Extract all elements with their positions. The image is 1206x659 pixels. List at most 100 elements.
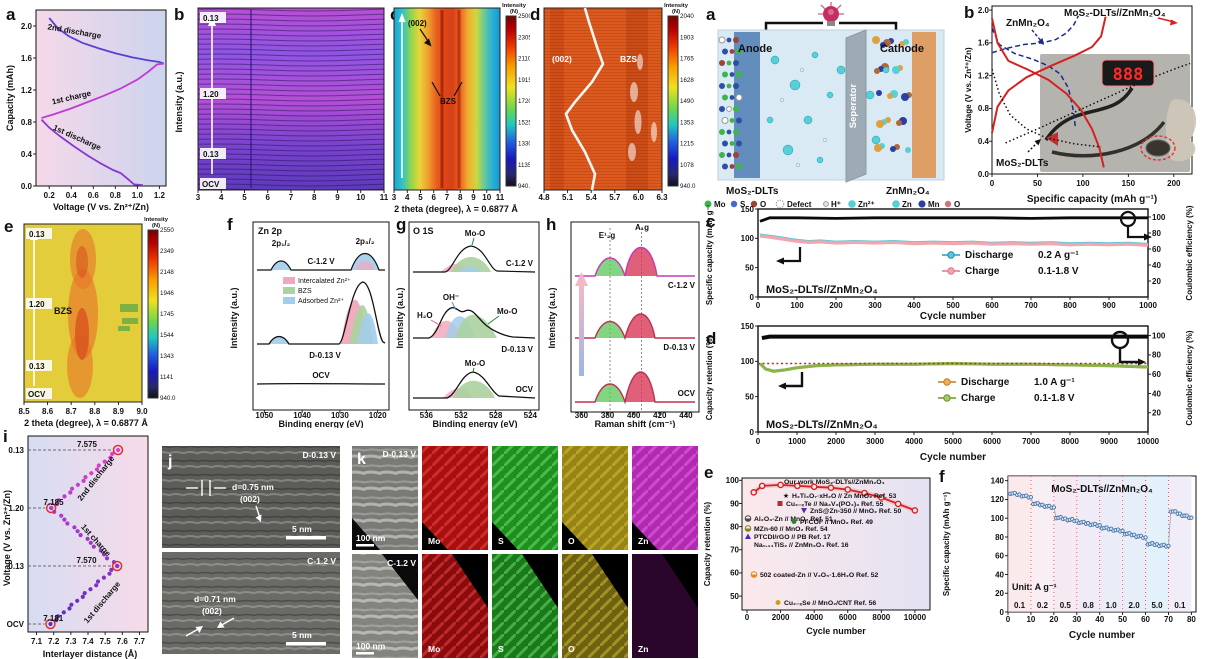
- svg-text:6000: 6000: [839, 613, 857, 622]
- svg-text:7.185: 7.185: [44, 498, 65, 507]
- y-axis-label: Capacity retention (%): [705, 335, 714, 420]
- svg-text:O: O: [760, 200, 766, 209]
- svg-text:1078: 1078: [680, 162, 694, 169]
- svg-text:8.7: 8.7: [66, 407, 78, 416]
- trace-C12V: C-1.2 V: [257, 252, 385, 271]
- svg-text:10000: 10000: [904, 613, 927, 622]
- svg-text:1.6: 1.6: [21, 54, 33, 63]
- panel-right-b: b Voltage (V vs. Zn²⁺/Zn) 888 ZnMn₂O₄ Mo…: [964, 3, 1197, 205]
- svg-text:OCV: OCV: [312, 371, 330, 380]
- svg-text:600: 600: [985, 301, 999, 310]
- svg-text:100: 100: [741, 234, 755, 243]
- svg-text:0.4: 0.4: [21, 150, 33, 159]
- x-axis-label: Raman shift (cm⁻¹): [595, 419, 676, 428]
- panel-letter: i: [3, 428, 8, 446]
- trace-D013V: D-0.13 V: [575, 313, 696, 352]
- svg-text:0.1: 0.1: [1014, 601, 1026, 610]
- svg-text:1915: 1915: [518, 77, 530, 84]
- spectrum-title: Zn 2p: [258, 226, 283, 236]
- svg-text:Defect: Defect: [787, 200, 812, 209]
- tem-image-discharged: j D-0.13 V d=0.75 nm (002) 5 nm: [162, 446, 340, 548]
- anode-label: Anode: [738, 43, 772, 55]
- bzs-speckles: [628, 54, 657, 161]
- svg-text:6: 6: [432, 193, 437, 202]
- svg-text:1141: 1141: [160, 374, 174, 381]
- legend: Intercalated Zn²⁺ BZS Adsorbed Zn²⁺: [283, 277, 351, 305]
- panel-letter: d: [530, 5, 540, 24]
- bzs-label: BZS: [54, 306, 72, 316]
- svg-text:80: 80: [1152, 229, 1161, 238]
- element-label: O: [568, 644, 575, 654]
- panel-left-g: g Intensity (a.u.) O 1S Mo-O C-1.2 V H₂O…: [395, 215, 540, 428]
- svg-text:20: 20: [1152, 409, 1161, 418]
- svg-text:100: 100: [741, 357, 755, 366]
- curves: [759, 216, 1149, 247]
- svg-text:2110: 2110: [518, 56, 530, 63]
- colorbar-title: Intensity: [144, 217, 169, 223]
- svg-text:0.6: 0.6: [88, 191, 100, 200]
- svg-text:8000: 8000: [1061, 437, 1079, 446]
- svg-text:90: 90: [730, 499, 739, 508]
- led-display-digits: 888: [1113, 65, 1144, 85]
- panel-right-d: d Capacity retention (%) Discharge 1.0 A…: [705, 322, 1194, 462]
- svg-text:8.5: 8.5: [18, 407, 30, 416]
- plane-label: (002): [552, 54, 572, 64]
- svg-text:OH⁻: OH⁻: [443, 293, 459, 302]
- svg-text:40: 40: [1095, 615, 1104, 624]
- svg-text:Zn²⁺: Zn²⁺: [858, 200, 875, 209]
- svg-text:8000: 8000: [872, 613, 890, 622]
- svg-text:1020: 1020: [369, 411, 387, 420]
- colorbar-title: Intensity: [664, 3, 689, 9]
- svg-text:0.13: 0.13: [8, 446, 24, 455]
- x-axis-label: Interlayer distance (Å): [43, 649, 138, 659]
- cathode-label: Cathode: [880, 43, 924, 55]
- svg-text:0.2: 0.2: [44, 191, 56, 200]
- rate-labels: 0.1 0.2 0.5 0.8 1.0 2.0 5.0 0.1: [1014, 601, 1186, 610]
- svg-text:2.0: 2.0: [978, 6, 990, 15]
- svg-text:0.1: 0.1: [1174, 601, 1186, 610]
- panel-letter: d: [706, 329, 716, 348]
- svg-text:D-0.13 V: D-0.13 V: [309, 351, 341, 360]
- svg-text:8.9: 8.9: [113, 407, 125, 416]
- svg-text:0.0: 0.0: [978, 170, 990, 179]
- colorbar-unit: (N): [152, 223, 160, 229]
- svg-text:1628: 1628: [680, 77, 694, 84]
- svg-text:900: 900: [1102, 301, 1116, 310]
- d-spacing: d=0.75 nm: [232, 482, 274, 492]
- trace-C12V: Mo-O C-1.2 V: [413, 229, 536, 273]
- svg-text:200: 200: [829, 301, 843, 310]
- cell-label: MoS₂-DLTs//ZnMn₂O₄: [766, 419, 878, 431]
- svg-text:0.1-1.8 V: 0.1-1.8 V: [1034, 393, 1075, 404]
- panel-letter: k: [357, 451, 366, 468]
- plane: (002): [240, 494, 260, 504]
- svg-text:1.0 A g⁻¹: 1.0 A g⁻¹: [1034, 377, 1075, 388]
- curve-label-znmn2o4: ZnMn₂O₄: [1006, 18, 1050, 29]
- svg-text:Mo-O: Mo-O: [465, 229, 485, 238]
- legend: Discharge 1.0 A g⁻¹ Charge 0.1-1.8 V: [938, 377, 1075, 404]
- separator-label: Seperator: [848, 84, 859, 129]
- panel-right-a: a Seperator Anode Cathode MoS₂-DLTs ZnMn…: [704, 2, 960, 209]
- svg-text:0.8: 0.8: [978, 104, 990, 113]
- svg-text:7000: 7000: [1022, 437, 1040, 446]
- svg-text:9.0: 9.0: [136, 407, 148, 416]
- svg-text:0.8: 0.8: [21, 118, 33, 127]
- contour-plot: [393, 7, 501, 191]
- peak-label: 2p₃/₂: [356, 237, 375, 246]
- x-axis-label: Binding energy (eV): [278, 419, 363, 428]
- svg-text:40: 40: [1152, 261, 1161, 270]
- svg-text:6000: 6000: [983, 437, 1001, 446]
- bzs-label: BZS: [620, 54, 637, 64]
- photo-inset: 888: [1040, 54, 1197, 172]
- svg-text:1525: 1525: [518, 119, 530, 126]
- svg-text:524: 524: [524, 411, 538, 420]
- svg-text:9: 9: [471, 193, 476, 202]
- svg-text:1.2: 1.2: [978, 71, 990, 80]
- svg-text:200: 200: [1167, 179, 1181, 188]
- svg-text:0: 0: [1000, 608, 1005, 617]
- svg-text:5.4: 5.4: [586, 193, 598, 202]
- scale-bar-label: 5 nm: [292, 524, 312, 534]
- colorbar: [147, 229, 159, 399]
- plot-area: [27, 435, 149, 633]
- svg-text:1330: 1330: [518, 141, 530, 148]
- svg-text:940.0: 940.0: [680, 183, 696, 190]
